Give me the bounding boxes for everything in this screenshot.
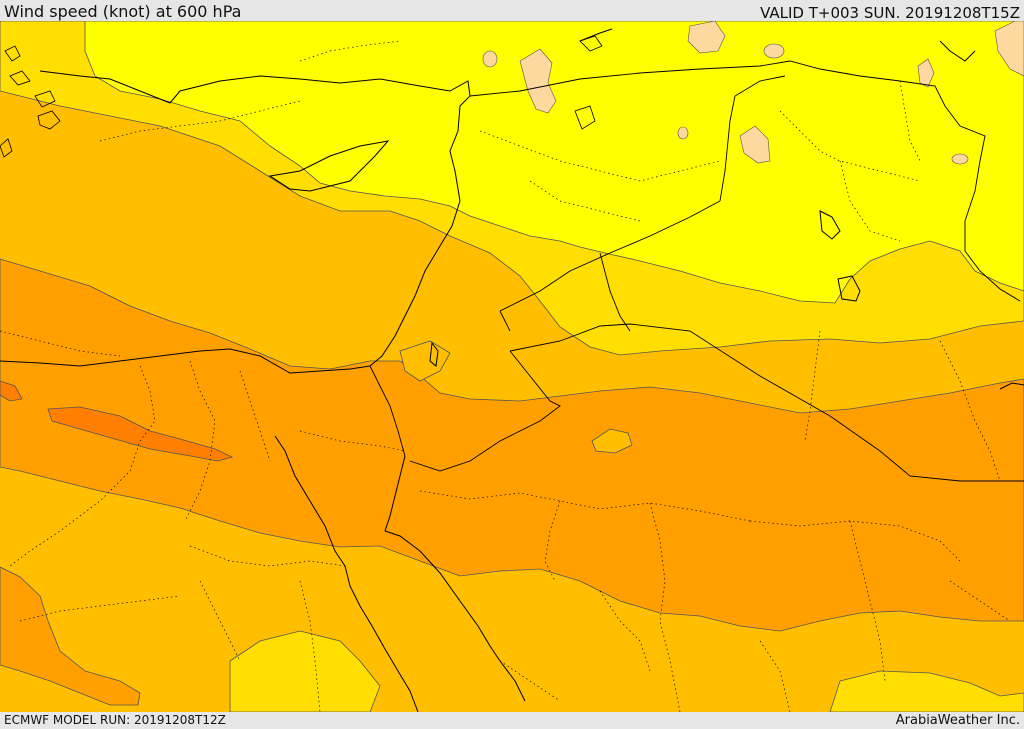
band-2-se-region [829,670,1024,712]
wind-speed-map [0,21,1024,712]
band-low-patch-8 [951,153,969,165]
band-low-patch-4 [994,21,1024,77]
band-low-patch-2 [687,21,726,54]
band-5-small [0,380,23,402]
borders-solid [369,60,1024,482]
band-low-patch-5 [917,58,935,88]
map-title: Wind speed (knot) at 600 hPa [4,2,242,21]
coastlines [0,28,1024,712]
band-low-patch-7 [763,43,785,59]
aegean-islands [0,35,603,158]
credit-label: ArabiaWeather Inc. [895,713,1020,728]
model-run-label: ECMWF MODEL RUN: 20191208T12Z [4,713,226,727]
band-low-patch-6 [482,50,498,68]
band-5-region [47,406,234,462]
band-4-sw-region [0,566,141,706]
footer-bar: ECMWF MODEL RUN: 20191208T12Z ArabiaWeat… [0,712,1024,729]
map-canvas [0,21,1024,712]
borders-dotted [0,40,1011,712]
band-2-south-region [229,630,381,712]
band-low-patch-9 [677,126,689,140]
band-low-patch-3 [739,125,771,164]
band-1-region [84,21,1024,304]
header-bar: Wind speed (knot) at 600 hPa VALID T+003… [0,0,1024,21]
band-3-island-a [591,428,633,454]
band-low-patch-1 [519,48,557,114]
band-4-region [0,258,1024,632]
valid-time: VALID T+003 SUN. 20191208T15Z [760,4,1020,22]
